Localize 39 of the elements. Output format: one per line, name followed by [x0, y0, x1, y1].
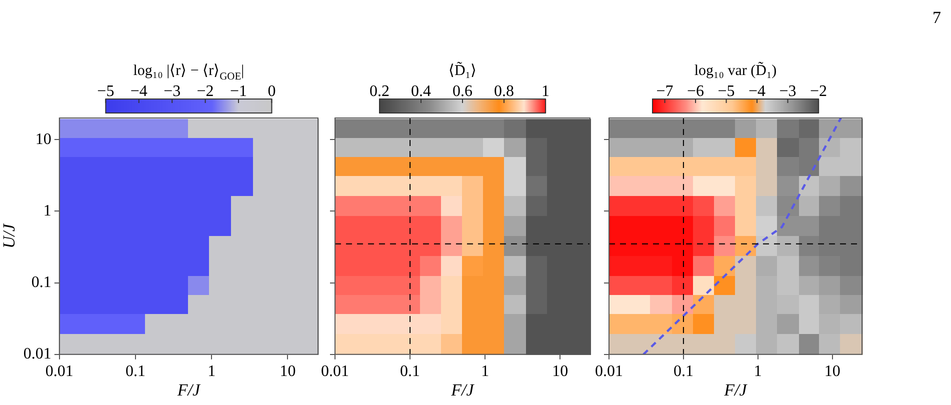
- x-tick-label: 0.01: [595, 363, 623, 380]
- color-bar-label: 0: [268, 83, 276, 100]
- x-tick-label: 1: [754, 363, 762, 380]
- color-bar-label: 0.2: [370, 83, 390, 100]
- color-bar-label: −7: [656, 83, 674, 100]
- x-tick-label: 0.01: [321, 363, 349, 380]
- x-tick-label: 10: [824, 363, 840, 380]
- x-axis-title: F/J: [450, 380, 476, 400]
- color-bar-label: −4: [748, 83, 766, 100]
- color-bar-label: −5: [97, 83, 114, 100]
- color-bar-label: −1: [230, 83, 248, 100]
- x-tick-label: 0.1: [400, 363, 420, 380]
- x-tick-label: 10: [552, 363, 568, 380]
- y-tick-label: 1: [43, 202, 52, 220]
- color-bar-label: −5: [718, 83, 735, 100]
- color-bar-label: 1: [542, 83, 550, 100]
- y-tick-label: 10: [35, 130, 52, 148]
- color-bar-label: 0.8: [494, 83, 514, 100]
- x-tick-label: 0.1: [673, 363, 694, 380]
- y-tick-label: 0.1: [31, 274, 52, 291]
- color-bar-label: −3: [779, 83, 796, 100]
- x-axis-title: F/J: [723, 380, 748, 400]
- x-axis-title: F/J: [176, 380, 202, 400]
- color-bar-label: −2: [196, 83, 214, 100]
- x-tick-label: 1: [208, 363, 216, 380]
- x-tick-label: 10: [280, 363, 296, 380]
- y-axis-title: U/J: [0, 222, 19, 248]
- color-bar-label: 0.6: [452, 83, 472, 100]
- color-bar-label: −4: [130, 83, 148, 100]
- color-bar-title: log₁₀ var (D̃₁): [694, 61, 777, 79]
- x-tick-label: 1: [481, 363, 490, 380]
- color-bar-label: −2: [810, 83, 828, 100]
- y-tick-label: 0.01: [23, 346, 52, 363]
- color-bar-label: −3: [164, 83, 181, 100]
- color-bar-label: −6: [687, 83, 704, 100]
- color-bar-title: ⟨D̃₁⟩: [448, 61, 477, 79]
- text: 7: [932, 8, 941, 28]
- color-bar-label: 0.4: [411, 83, 431, 100]
- x-tick-label: 0.1: [126, 363, 146, 380]
